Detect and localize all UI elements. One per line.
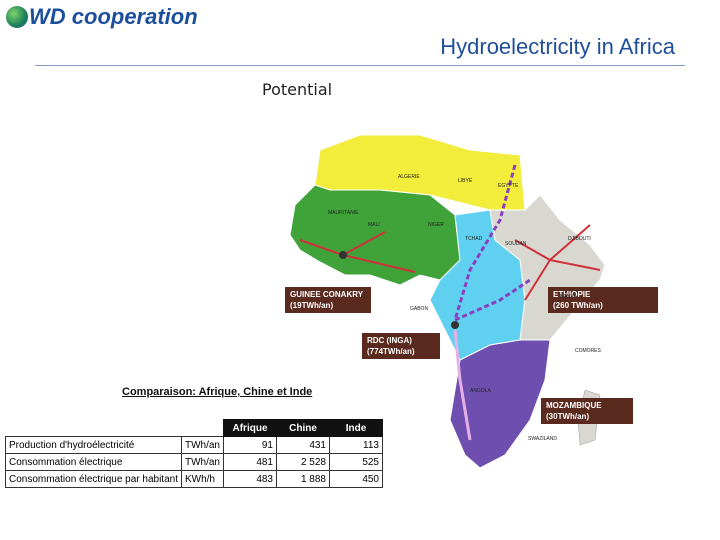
value-cell: 431: [276, 436, 330, 454]
map-label: KENYA: [560, 294, 577, 300]
subtitle: Potential: [262, 80, 333, 99]
label-cell: Consommation électrique: [5, 453, 182, 471]
divider: [35, 65, 685, 66]
callout-box: [541, 398, 633, 424]
map-label: TCHAD: [465, 236, 483, 242]
callout-value: (19TWh/an): [290, 301, 333, 310]
pink-link: [453, 329, 472, 441]
label-cell: Production d'hydroélectricité: [5, 436, 182, 454]
comparison-table: Afrique Chine Inde Production d'hydroélectr…: [5, 419, 383, 488]
table-row: Production d'hydroélectricité TWh/an 91 431…: [5, 436, 383, 454]
map-label: ALGERIE: [398, 174, 420, 180]
map-label: GABON: [410, 306, 428, 312]
map-label: ANGOLA: [470, 388, 492, 394]
callout-name: MOZAMBIQUE: [546, 401, 602, 410]
globe-icon: [6, 6, 28, 28]
logo-text: WD cooperation: [29, 4, 198, 29]
region-west: [289, 184, 461, 286]
hub: [339, 251, 347, 259]
callout-box: [362, 333, 440, 359]
value-cell: 113: [329, 436, 383, 454]
map-label: LIBYE: [458, 178, 473, 184]
value-cell: 483: [223, 470, 277, 488]
header-blank: [5, 419, 224, 437]
table-title: Comparaison: Afrique, Chine et Inde: [122, 386, 313, 398]
map-label: MALI: [368, 222, 380, 228]
column-header: Afrique: [223, 419, 277, 437]
unit-cell: TWh/an: [180, 436, 225, 454]
map-label: EGYPTE: [498, 183, 519, 189]
map-label: SWAZILAND: [528, 436, 557, 442]
callout-value: (774TWh/an): [367, 347, 415, 356]
slide-title: Hydroelectricity in Africa: [440, 34, 675, 59]
callout-box: [285, 287, 371, 313]
callout-name: GUINEE CONAKRY: [290, 290, 364, 299]
unit-cell: TWh/an: [180, 453, 225, 471]
value-cell: 1 888: [276, 470, 330, 488]
logo: WD cooperation: [6, 4, 198, 30]
value-cell: 450: [329, 470, 383, 488]
column-header: Inde: [329, 419, 383, 437]
map-label: SOUDAN: [505, 241, 527, 247]
region-south: [449, 339, 551, 469]
map-label: MAURITANIE: [328, 210, 359, 216]
callout-name: ETHIOPIE: [553, 290, 591, 299]
value-cell: 481: [223, 453, 277, 471]
callout-box: [548, 287, 658, 313]
hub: [451, 321, 459, 329]
callout-value: (30TWh/an): [546, 412, 589, 421]
map-label: COMORES: [575, 348, 602, 354]
purple-links: [453, 164, 531, 322]
value-cell: 525: [329, 453, 383, 471]
table-row: Consommation électrique par habitant KWh/…: [5, 470, 383, 488]
callout-name: RDC (INGA): [367, 336, 412, 345]
column-header: Chine: [276, 419, 330, 437]
value-cell: 91: [223, 436, 277, 454]
map-label: DJIBOUTI: [568, 236, 591, 242]
red-links: [299, 224, 601, 301]
value-cell: 2 528: [276, 453, 330, 471]
unit-cell: KWh/h: [180, 470, 225, 488]
table-row: Consommation électrique TWh/an 481 2 528 525: [5, 453, 383, 471]
callout-value: (260 TWh/an): [553, 301, 603, 310]
label-cell: Consommation électrique par habitant: [5, 470, 182, 488]
map-label: NIGER: [428, 222, 444, 228]
